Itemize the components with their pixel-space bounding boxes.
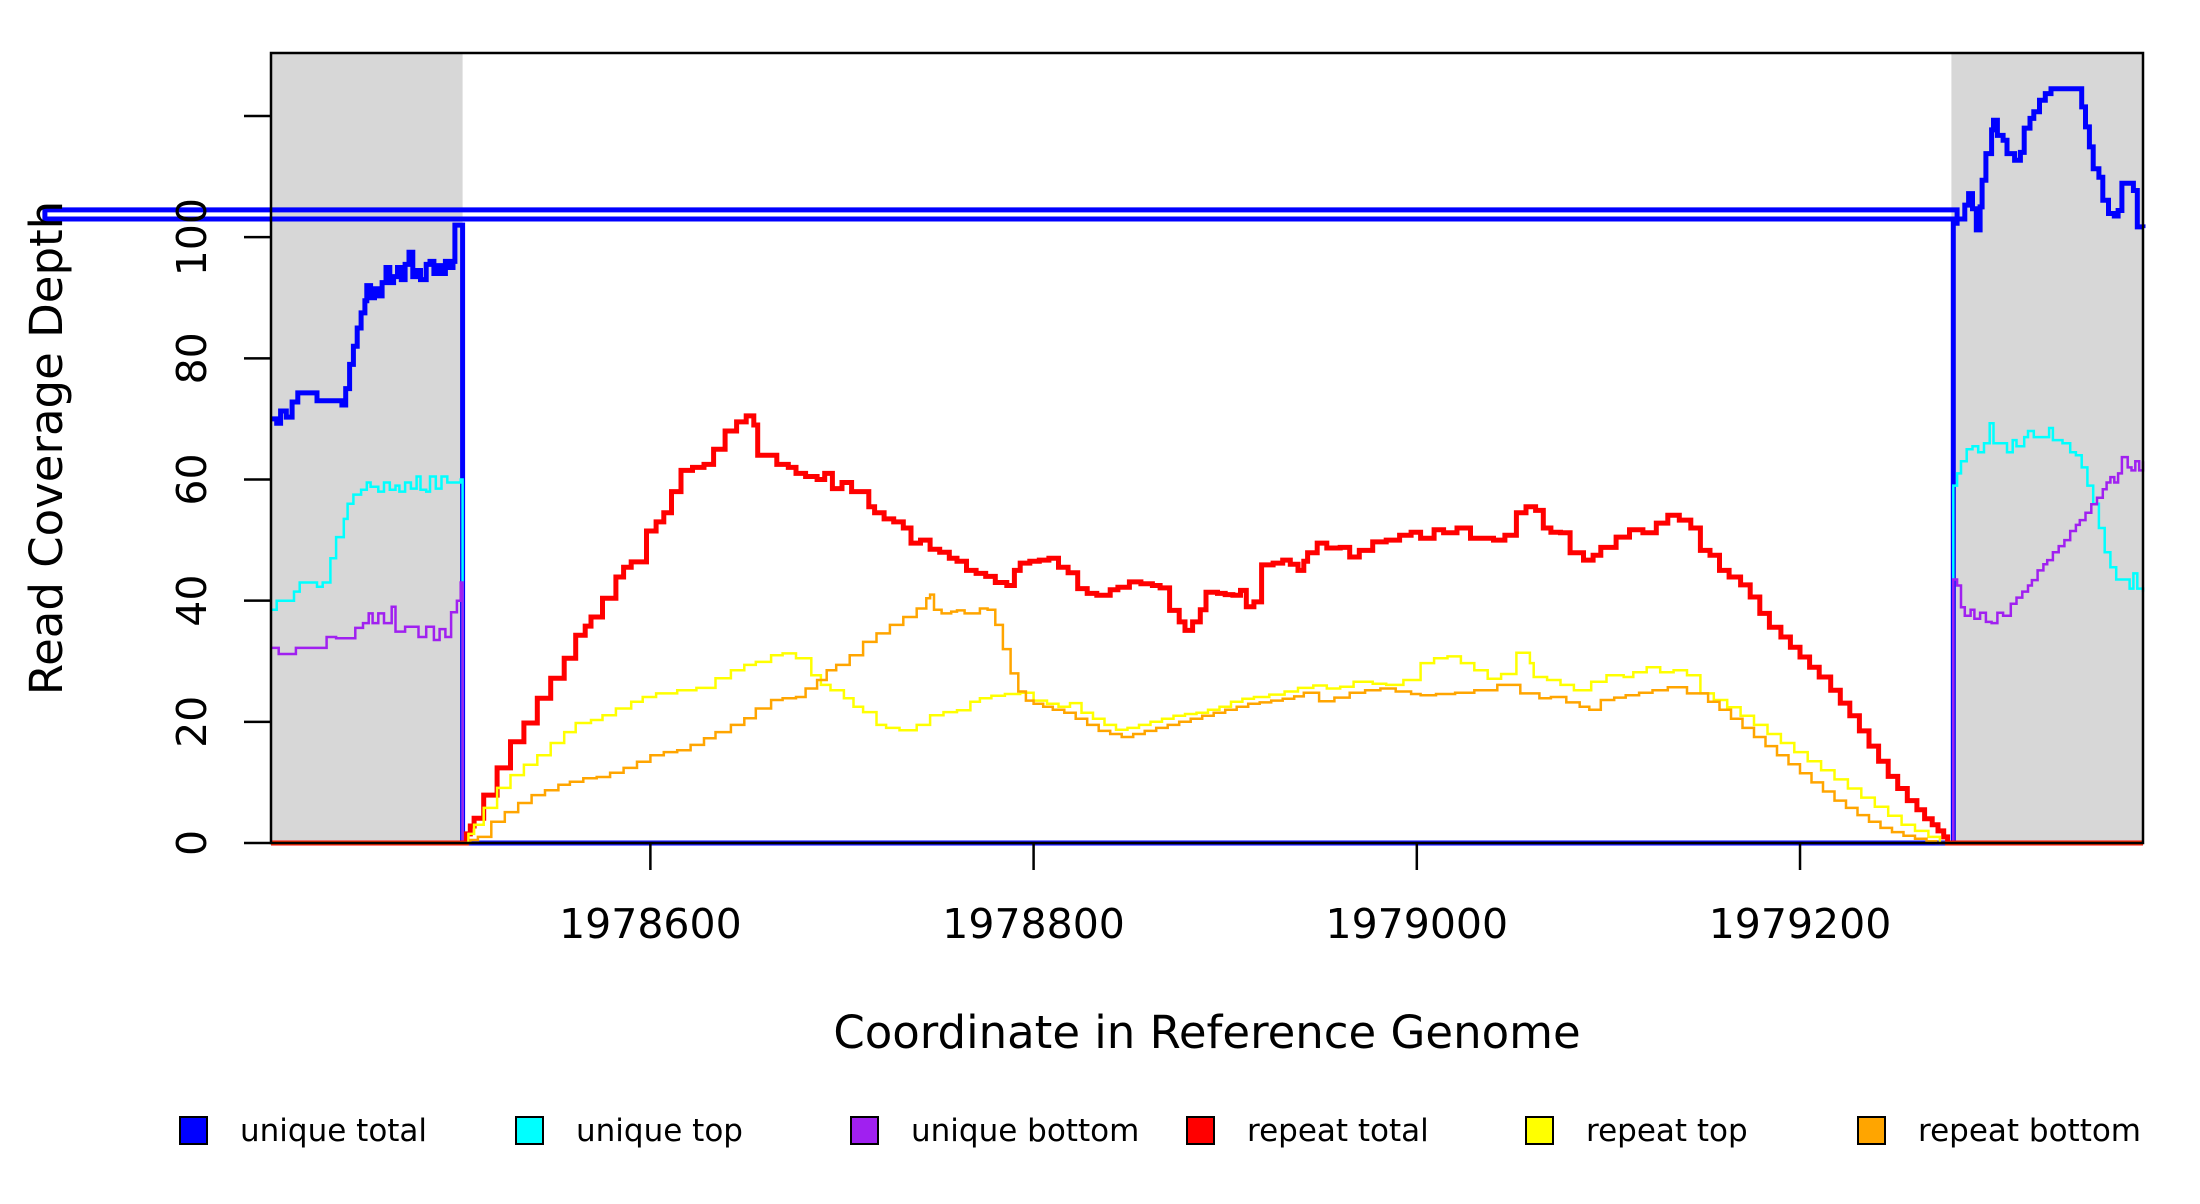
legend-item: unique top (515, 1113, 743, 1149)
y-axis-title: Read Coverage Depth (20, 201, 73, 695)
y-tick-label: 80 (168, 332, 216, 384)
x-axis-ticks: 1978600 1978800 1979000 1979200 (559, 843, 1891, 948)
legend-label: repeat top (1586, 1113, 1748, 1149)
series-repeat-bottom (271, 593, 2143, 845)
series-unique-total (42, 86, 2146, 846)
series-repeat-total (271, 413, 2143, 846)
legend-label: repeat bottom (1918, 1113, 2141, 1149)
y-tick-label: 40 (168, 575, 216, 627)
y-tick-label: 100 (168, 198, 216, 276)
background-bands (271, 53, 2143, 843)
legend-label: repeat total (1247, 1113, 1429, 1149)
x-tick-label: 1979000 (1326, 900, 1509, 948)
plot-border-box (269, 51, 2145, 845)
y-axis-ticks: 0 20 40 60 80 100 (168, 114, 271, 856)
legend-label: unique bottom (911, 1113, 1139, 1149)
series-unique-top (271, 421, 2145, 845)
y-tick-label: 0 (168, 830, 216, 856)
x-tick-label: 1978800 (942, 900, 1125, 948)
legend-swatch-repeat-top (1525, 1116, 1554, 1145)
x-tick-label: 1978600 (559, 900, 742, 948)
y-tick-label: 20 (168, 696, 216, 748)
legend-swatch-unique-top (515, 1116, 544, 1145)
legend-item: repeat top (1525, 1113, 1748, 1149)
highlight-band (1951, 53, 2143, 843)
legend-item: repeat bottom (1857, 1113, 2141, 1149)
series-lines (42, 86, 2146, 846)
x-axis-title: Coordinate in Reference Genome (833, 1006, 1580, 1059)
legend-label: unique top (576, 1113, 743, 1149)
legend-item: unique bottom (850, 1113, 1139, 1149)
legend-swatch-unique-total (179, 1116, 208, 1145)
legend: unique total unique top unique bottom re… (179, 1113, 2141, 1149)
series-unique-bottom (271, 455, 2145, 845)
legend-swatch-repeat-total (1186, 1116, 1215, 1145)
legend-item: unique total (179, 1113, 427, 1149)
series-repeat-top (271, 651, 2143, 845)
x-tick-label: 1979200 (1709, 900, 1892, 948)
y-tick-label: 60 (168, 453, 216, 505)
legend-swatch-repeat-bottom (1857, 1116, 1886, 1145)
legend-swatch-unique-bottom (850, 1116, 879, 1145)
legend-label: unique total (240, 1113, 427, 1149)
legend-item: repeat total (1186, 1113, 1429, 1149)
highlight-band (271, 53, 463, 843)
